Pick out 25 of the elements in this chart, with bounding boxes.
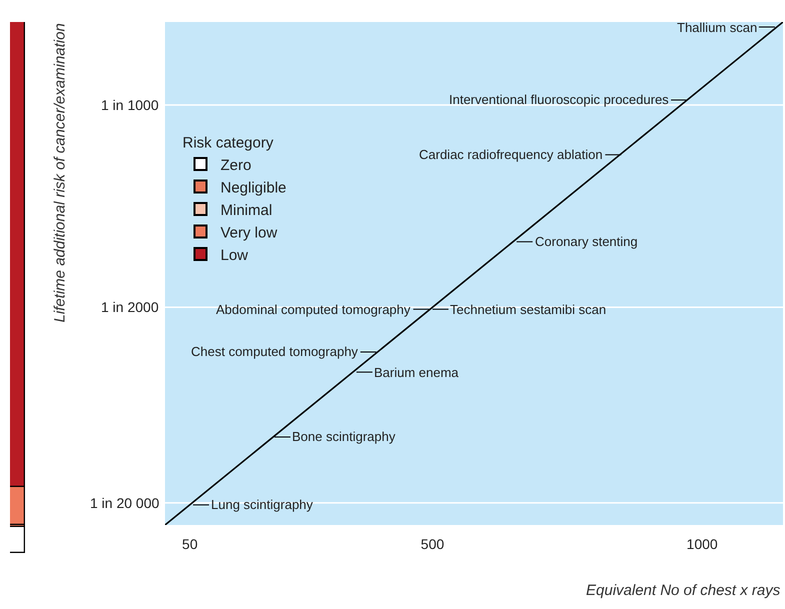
x-tick-label: 1000 <box>686 536 718 552</box>
x-tick-label: 500 <box>420 536 444 552</box>
annotation: Interventional fluoroscopic procedures <box>449 92 670 107</box>
annotation: Barium enema <box>374 365 460 380</box>
annotation: Coronary stenting <box>535 234 638 249</box>
ref-line-label: 1 in 2000 <box>101 299 159 315</box>
legend-label: Low <box>220 246 248 264</box>
annotation: Cardiac radiofrequency ablation <box>419 147 603 162</box>
x-tick-label: 50 <box>182 536 198 552</box>
annotation: Chest computed tomography <box>191 344 358 359</box>
legend-label: Minimal <box>220 202 272 219</box>
annotation: Technetium sestamibi scan <box>450 302 606 317</box>
annotation: Bone scintigraphy <box>292 429 396 444</box>
legend-label: Very low <box>220 224 278 242</box>
annotation: Lung scintigraphy <box>211 497 314 512</box>
annotation: Abdominal computed tomography <box>216 302 411 317</box>
y-axis-title: Lifetime additional risk of cancer/examination <box>52 23 68 322</box>
bar <box>10 526 25 553</box>
ref-line-label: 1 in 20 000 <box>90 495 160 511</box>
legend-title: Risk category <box>182 134 274 152</box>
annotation: Thallium scan <box>677 20 758 35</box>
x-axis-title: Equivalent No of chest x rays <box>586 582 781 599</box>
legend-label: Negligible <box>220 179 286 196</box>
legend-label: Zero <box>220 156 252 174</box>
ref-line-label: 1 in 1000 <box>101 97 159 113</box>
